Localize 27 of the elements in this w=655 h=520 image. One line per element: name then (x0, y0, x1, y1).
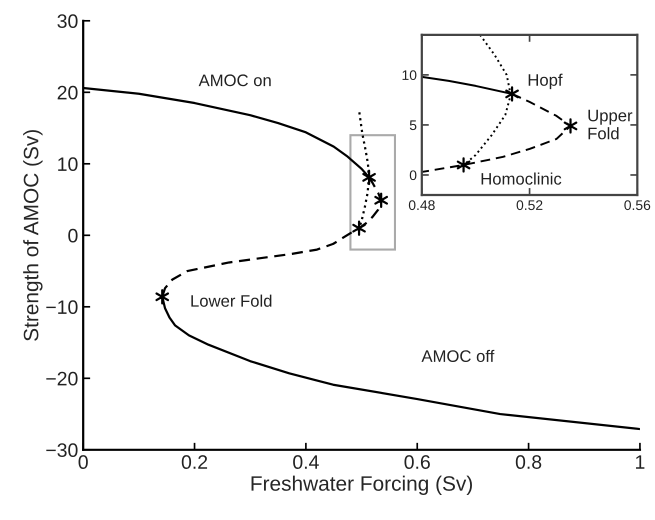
annotation: Homoclinic (482, 172, 562, 185)
x-tick-label: 0.4 (293, 455, 319, 469)
y-tick-label: 10 (402, 70, 416, 80)
y-tick-label: 30 (57, 14, 78, 28)
x-tick-label: 0 (78, 455, 88, 469)
annotation: Hopf (528, 74, 563, 90)
y-tick-label: 5 (410, 120, 416, 130)
x-tick-label: 0.52 (516, 200, 542, 210)
y-tick-label: −10 (46, 300, 78, 314)
annotation: Lower Fold (191, 294, 272, 307)
x-axis-title: Freshwater Forcing (Sv) (252, 476, 472, 495)
x-tick-label: 0.8 (516, 455, 542, 469)
y-tick-label: −30 (46, 443, 78, 458)
y-tick-label: 10 (58, 157, 78, 172)
y-tick-label: 0 (68, 228, 78, 243)
annotation: AMOC on (198, 74, 271, 86)
y-tick-label: 0 (410, 170, 416, 180)
x-tick-label: 1 (636, 455, 644, 469)
annotation: AMOC off (421, 350, 494, 362)
x-tick-label: 0.48 (408, 200, 435, 210)
x-tick-label: 0.2 (182, 455, 208, 469)
y-axis-title: Strength of AMOC (Sv) (23, 130, 43, 341)
annotation: Upper Fold (588, 110, 632, 140)
x-tick-label: 0.56 (624, 200, 650, 210)
x-tick-label: 0.6 (404, 455, 430, 469)
y-tick-label: −20 (46, 372, 78, 386)
y-tick-label: 20 (58, 86, 78, 100)
